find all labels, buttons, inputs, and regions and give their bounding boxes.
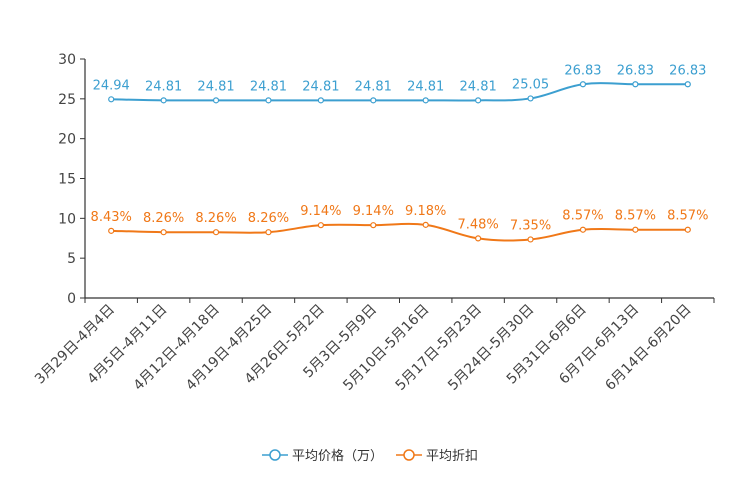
- data-point[interactable]: [475, 97, 482, 104]
- data-label: 26.83: [564, 63, 601, 78]
- series-2: 8.43% 8.26% 8.26% 8.26% 9.14% 9.14% 9.18% 7.48%…: [91, 204, 708, 243]
- data-point[interactable]: [265, 229, 272, 236]
- data-label: 24.81: [145, 79, 182, 94]
- y-tick-label: 10: [58, 211, 76, 227]
- data-point[interactable]: [370, 97, 377, 104]
- series-layer: 24.94 24.81 24.81 24.81 24.81 24.81 24.81 24.81…: [91, 63, 708, 243]
- data-point[interactable]: [632, 226, 639, 233]
- data-label: 26.83: [669, 63, 706, 78]
- data-label: 24.81: [407, 79, 444, 94]
- data-label: 8.26%: [195, 211, 236, 226]
- data-label: 24.81: [302, 79, 339, 94]
- data-label: 7.35%: [510, 218, 551, 233]
- data-point[interactable]: [212, 97, 220, 104]
- data-label: 24.81: [250, 79, 287, 94]
- y-tick-label: 0: [67, 291, 76, 307]
- legend-label: 平均价格（万）: [292, 448, 383, 464]
- data-label: 25.05: [512, 77, 549, 92]
- y-tick-label: 30: [58, 52, 76, 68]
- data-label: 26.83: [617, 63, 654, 78]
- data-point[interactable]: [370, 222, 377, 229]
- data-label: 9.14%: [353, 204, 394, 219]
- data-point[interactable]: [160, 229, 167, 236]
- y-tick-label: 5: [67, 251, 76, 267]
- data-point[interactable]: [527, 95, 534, 102]
- data-point[interactable]: [684, 81, 691, 88]
- legend-marker-icon: [269, 449, 281, 461]
- data-point[interactable]: [684, 226, 691, 233]
- data-point[interactable]: [422, 97, 429, 104]
- data-label: 24.81: [197, 79, 234, 94]
- data-point[interactable]: [579, 226, 587, 233]
- data-label: 8.57%: [615, 209, 656, 224]
- legend-label: 平均折扣: [426, 449, 478, 464]
- data-label: 7.48%: [457, 217, 498, 232]
- data-label: 9.14%: [300, 204, 341, 219]
- data-point[interactable]: [212, 229, 220, 236]
- data-point[interactable]: [422, 221, 429, 228]
- data-label: 24.81: [460, 79, 497, 94]
- y-tick-label: 25: [58, 92, 76, 108]
- data-point[interactable]: [579, 81, 587, 88]
- legend-item-2[interactable]: 平均折扣: [396, 449, 478, 464]
- data-label: 8.26%: [143, 211, 184, 226]
- legend-item-1[interactable]: 平均价格（万）: [262, 448, 383, 464]
- data-point[interactable]: [108, 96, 115, 103]
- y-tick-label: 15: [58, 172, 76, 188]
- data-label: 8.57%: [667, 209, 708, 224]
- data-label: 8.26%: [248, 211, 289, 226]
- data-label: 8.57%: [562, 209, 603, 224]
- data-label: 9.18%: [405, 204, 446, 219]
- series-line: [111, 82, 688, 102]
- y-tick-label: 20: [58, 132, 76, 148]
- legend[interactable]: 平均价格（万） 平均折扣: [262, 448, 478, 464]
- legend-marker-icon: [403, 449, 415, 461]
- data-label: 24.81: [355, 79, 392, 94]
- data-point[interactable]: [317, 97, 324, 104]
- data-point[interactable]: [265, 97, 272, 104]
- data-point[interactable]: [527, 236, 534, 243]
- data-point[interactable]: [108, 227, 115, 234]
- data-point[interactable]: [632, 81, 639, 88]
- data-point[interactable]: [475, 235, 482, 242]
- data-label: 24.94: [93, 78, 130, 93]
- data-label: 8.43%: [91, 210, 132, 225]
- data-point[interactable]: [317, 222, 324, 229]
- series-1: 24.94 24.81 24.81 24.81 24.81 24.81 24.81 24.81…: [93, 63, 706, 104]
- series-line: [111, 222, 688, 242]
- data-point[interactable]: [160, 97, 167, 104]
